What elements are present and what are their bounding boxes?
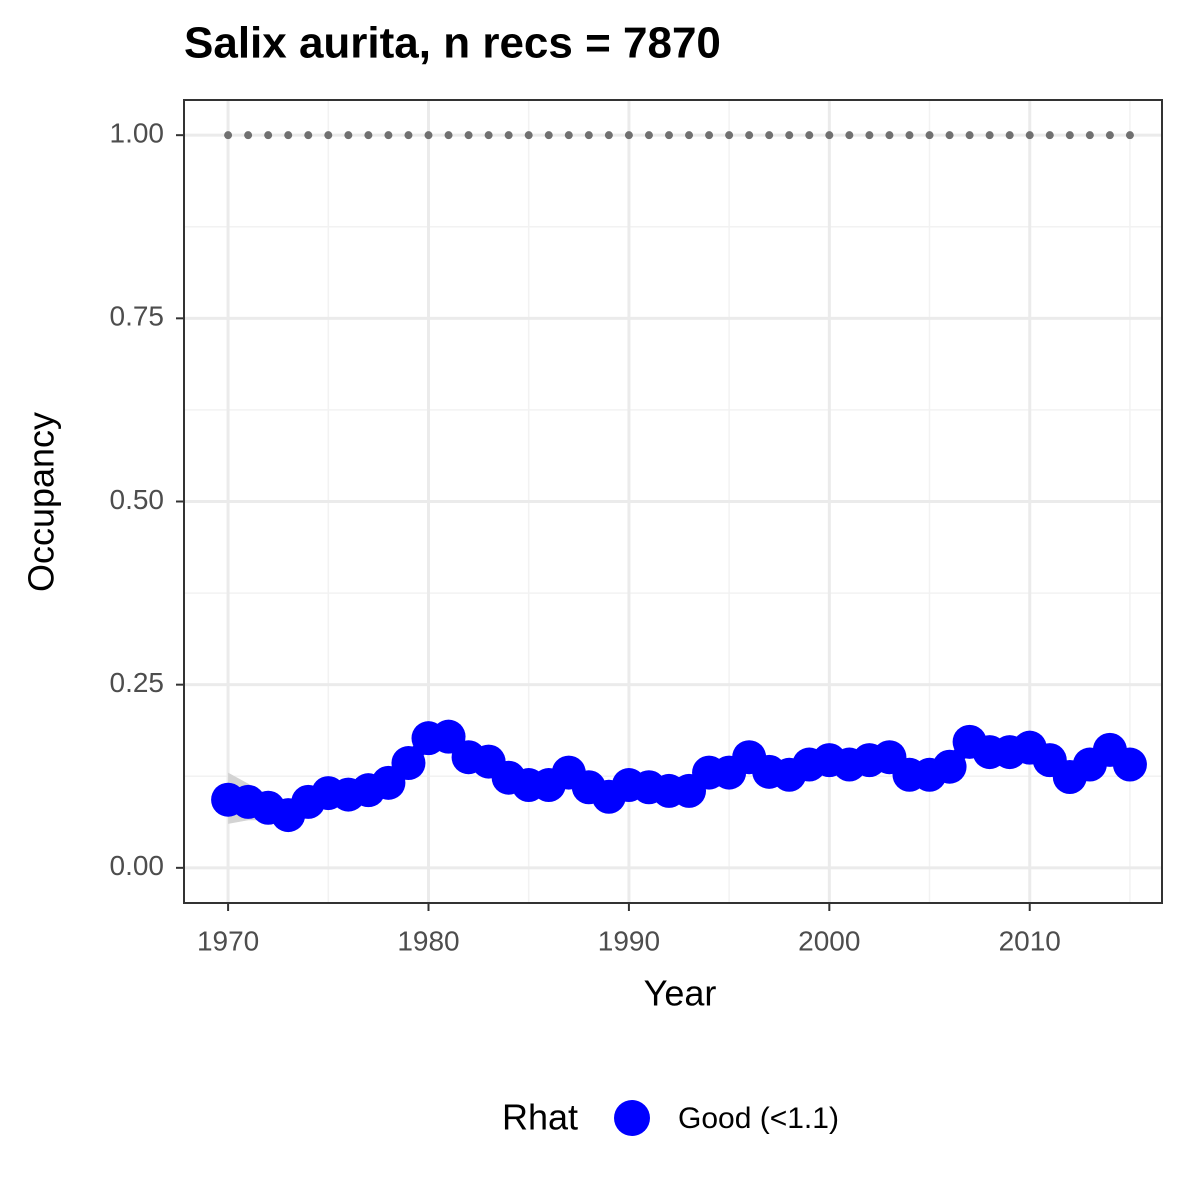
reference-dot: [1125, 131, 1134, 140]
reference-dot: [664, 131, 673, 140]
reference-dot: [324, 131, 333, 140]
x-tick-label: 1990: [598, 925, 660, 956]
x-tick-label: 2010: [999, 925, 1061, 956]
reference-dot: [424, 131, 433, 140]
reference-dot: [705, 131, 714, 140]
y-axis-label: Occupancy: [21, 412, 62, 592]
reference-dot: [805, 131, 814, 140]
reference-dot: [965, 131, 974, 140]
reference-dot: [444, 131, 453, 140]
reference-dot: [1045, 131, 1054, 140]
reference-dot: [504, 131, 513, 140]
reference-dot: [544, 131, 553, 140]
reference-dot: [564, 131, 573, 140]
reference-dot: [885, 131, 894, 140]
reference-dot: [1025, 131, 1034, 140]
x-tick-label: 1980: [397, 925, 459, 956]
reference-dot: [644, 131, 653, 140]
reference-dot: [745, 131, 754, 140]
chart-title: Salix aurita, n recs = 7870: [184, 19, 721, 68]
x-tick-label: 2000: [798, 925, 860, 956]
reference-dot: [344, 131, 353, 140]
y-tick-label: 0.00: [110, 850, 165, 881]
y-tick-label: 0.50: [110, 484, 165, 515]
data-point: [1112, 747, 1147, 782]
data-point: [391, 746, 426, 781]
reference-dot: [244, 131, 253, 140]
reference-dot: [985, 131, 994, 140]
reference-dot: [284, 131, 293, 140]
y-tick-label: 0.75: [110, 301, 165, 332]
reference-dot: [264, 131, 273, 140]
reference-dot: [765, 131, 774, 140]
reference-dot: [624, 131, 633, 140]
legend-title: Rhat: [502, 1097, 578, 1138]
reference-dot: [584, 131, 593, 140]
legend-marker: [614, 1100, 650, 1136]
reference-dot: [845, 131, 854, 140]
data-point: [932, 749, 967, 784]
reference-dot: [945, 131, 954, 140]
reference-dot: [304, 131, 313, 140]
reference-dot: [925, 131, 934, 140]
reference-dot: [1065, 131, 1074, 140]
reference-dot: [725, 131, 734, 140]
reference-dot: [865, 131, 874, 140]
x-axis-label: Year: [644, 973, 717, 1014]
reference-dot: [1005, 131, 1014, 140]
reference-dot: [905, 131, 914, 140]
reference-dot: [1105, 131, 1114, 140]
reference-dot: [685, 131, 694, 140]
reference-dot: [464, 131, 473, 140]
reference-dot: [224, 131, 233, 140]
reference-dot: [785, 131, 794, 140]
reference-dot: [384, 131, 393, 140]
y-tick-label: 0.25: [110, 667, 165, 698]
reference-dot: [825, 131, 834, 140]
x-tick-label: 1970: [197, 925, 259, 956]
reference-dot: [484, 131, 493, 140]
y-tick-label: 1.00: [110, 118, 165, 149]
legend-label: Good (<1.1): [678, 1102, 839, 1135]
reference-dot: [404, 131, 413, 140]
reference-dot: [1085, 131, 1094, 140]
reference-dot: [364, 131, 373, 140]
reference-dot: [524, 131, 533, 140]
plot-border: [183, 99, 1163, 904]
reference-dot: [604, 131, 613, 140]
